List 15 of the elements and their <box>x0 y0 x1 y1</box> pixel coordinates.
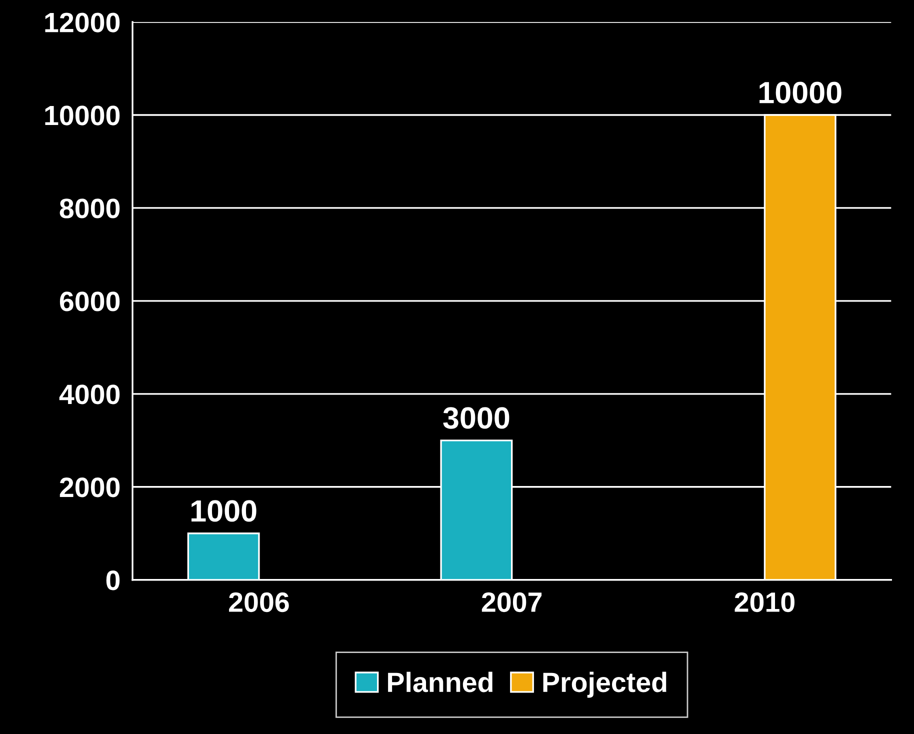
data-label: 10000 <box>760 82 842 104</box>
x-tick-label: 2006 <box>229 592 289 612</box>
x-tick-label: 2010 <box>734 592 794 612</box>
y-tick-label: 6000 <box>60 292 120 312</box>
y-tick-label: 0 <box>106 570 120 590</box>
y-tick-label: 12000 <box>45 12 120 32</box>
data-label: 3000 <box>443 407 510 429</box>
x-tick-label: 2007 <box>482 592 542 612</box>
y-tick-label: 10000 <box>45 106 120 126</box>
y-tick-label: 4000 <box>59 384 120 404</box>
legend-label: Projected <box>543 672 666 698</box>
y-tick-label: 2000 <box>60 478 120 498</box>
data-label: 1000 <box>192 500 256 522</box>
legend-label: Planned <box>388 672 492 692</box>
y-tick-label: 8000 <box>60 198 120 218</box>
